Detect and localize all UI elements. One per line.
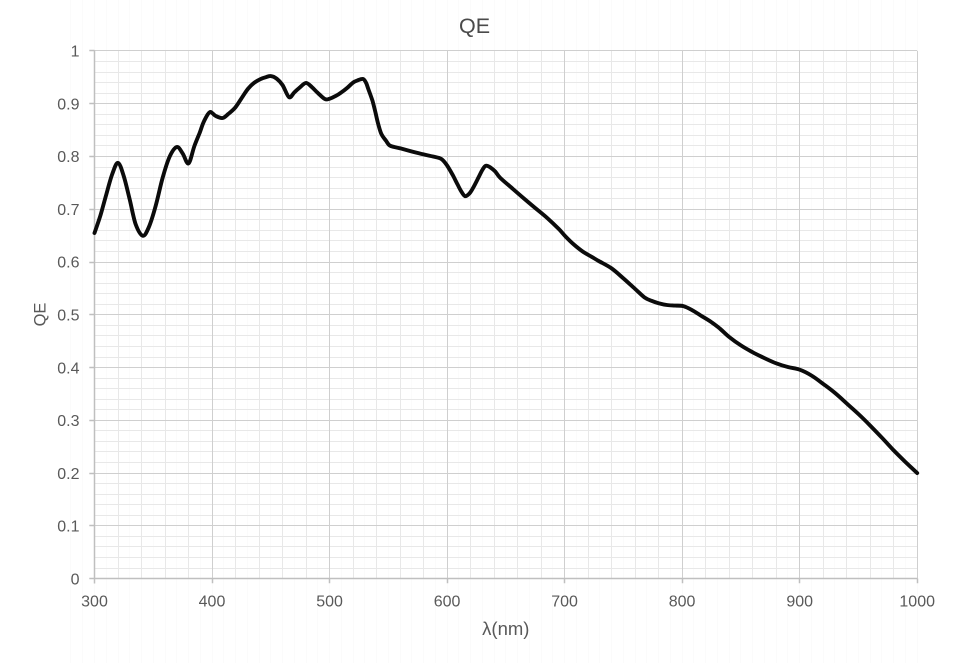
svg-text:0.7: 0.7 bbox=[57, 202, 79, 219]
svg-text:0.3: 0.3 bbox=[57, 413, 79, 430]
svg-text:400: 400 bbox=[199, 594, 226, 611]
svg-text:0.2: 0.2 bbox=[57, 466, 79, 483]
svg-text:300: 300 bbox=[81, 594, 108, 611]
svg-text:1: 1 bbox=[71, 44, 80, 61]
svg-text:0.8: 0.8 bbox=[57, 149, 79, 166]
svg-text:700: 700 bbox=[551, 594, 578, 611]
svg-text:0.4: 0.4 bbox=[57, 360, 79, 377]
svg-text:500: 500 bbox=[316, 594, 343, 611]
svg-text:0.6: 0.6 bbox=[57, 255, 79, 272]
svg-text:800: 800 bbox=[669, 594, 696, 611]
svg-text:QE: QE bbox=[459, 14, 490, 38]
svg-text:0.1: 0.1 bbox=[57, 519, 79, 536]
svg-text:600: 600 bbox=[434, 594, 461, 611]
svg-text:0.5: 0.5 bbox=[57, 308, 79, 325]
svg-text:0.9: 0.9 bbox=[57, 97, 79, 114]
svg-text:1000: 1000 bbox=[899, 594, 935, 611]
svg-text:QE: QE bbox=[31, 303, 49, 327]
svg-text:λ(nm): λ(nm) bbox=[482, 618, 529, 639]
svg-text:900: 900 bbox=[786, 594, 813, 611]
svg-text:0: 0 bbox=[71, 571, 80, 588]
